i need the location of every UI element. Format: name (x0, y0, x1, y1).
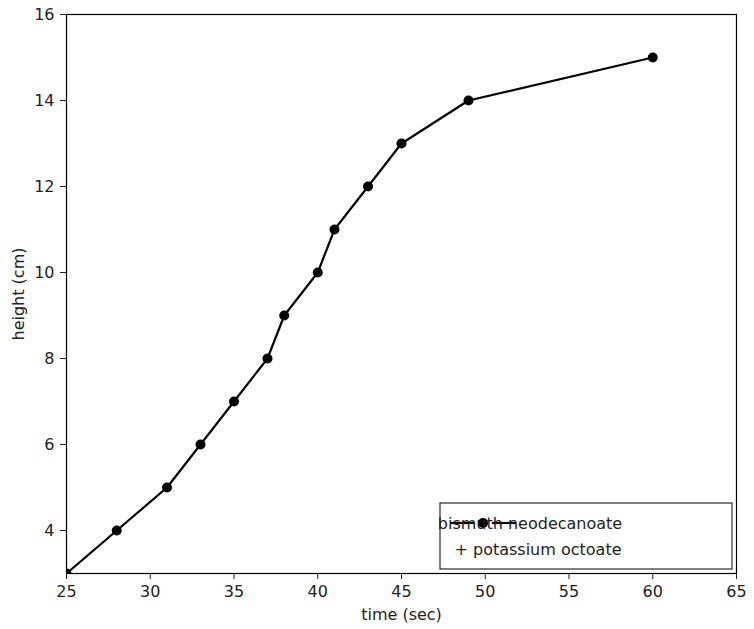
svg-text:height (cm): height (cm) (9, 248, 28, 341)
svg-text:50: 50 (475, 582, 495, 601)
svg-text:12: 12 (34, 177, 54, 196)
svg-text:30: 30 (140, 582, 160, 601)
svg-text:+ potassium octoate: + potassium octoate (454, 540, 621, 559)
svg-text:55: 55 (559, 582, 579, 601)
svg-text:45: 45 (391, 582, 411, 601)
svg-text:14: 14 (34, 91, 54, 110)
svg-text:6: 6 (44, 435, 54, 454)
svg-text:10: 10 (34, 263, 54, 282)
svg-text:60: 60 (643, 582, 663, 601)
svg-text:time (sec): time (sec) (361, 605, 442, 624)
svg-text:16: 16 (34, 5, 54, 24)
svg-text:35: 35 (224, 582, 244, 601)
svg-text:40: 40 (308, 582, 328, 601)
svg-text:bismuth neodecanoate: bismuth neodecanoate (438, 514, 622, 533)
svg-text:8: 8 (44, 349, 54, 368)
svg-text:25: 25 (56, 582, 76, 601)
svg-text:4: 4 (44, 521, 54, 540)
svg-text:65: 65 (726, 582, 746, 601)
